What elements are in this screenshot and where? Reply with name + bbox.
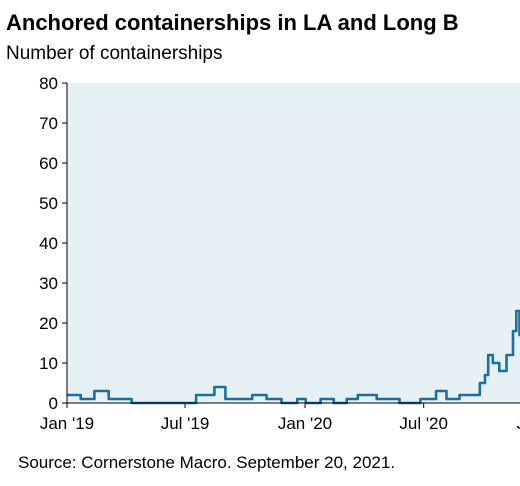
y-tick-label: 60	[39, 154, 58, 173]
chart-subtitle: Number of containerships	[6, 43, 223, 64]
y-tick-label: 30	[39, 274, 58, 293]
x-tick-label: Jul '20	[399, 414, 448, 433]
y-axis: 0 10 20 30 40 50 60 70 80	[39, 74, 67, 413]
x-tick-label: Jan '20	[278, 414, 332, 433]
y-tick-label: 70	[39, 114, 58, 133]
y-tick-label: 0	[49, 394, 58, 413]
source-note: Source: Cornerstone Macro. September 20,…	[18, 453, 396, 472]
plot-area	[67, 83, 520, 403]
y-tick-label: 40	[39, 234, 58, 253]
x-tick-label: Jan '19	[40, 414, 94, 433]
x-axis: Jan '19 Jul '19 Jan '20 Jul '20 Jan '21	[40, 403, 520, 433]
x-tick-label: Jan '21	[517, 414, 520, 433]
series-layer	[67, 309, 520, 405]
chart-title: Anchored containerships in LA and Long B	[6, 10, 459, 35]
y-tick-label: 80	[39, 74, 58, 93]
y-tick-label: 20	[39, 314, 58, 333]
y-tick-label: 50	[39, 194, 58, 213]
x-tick-label: Jul '19	[161, 414, 210, 433]
series-line-0	[67, 309, 520, 405]
y-tick-label: 10	[39, 354, 58, 373]
